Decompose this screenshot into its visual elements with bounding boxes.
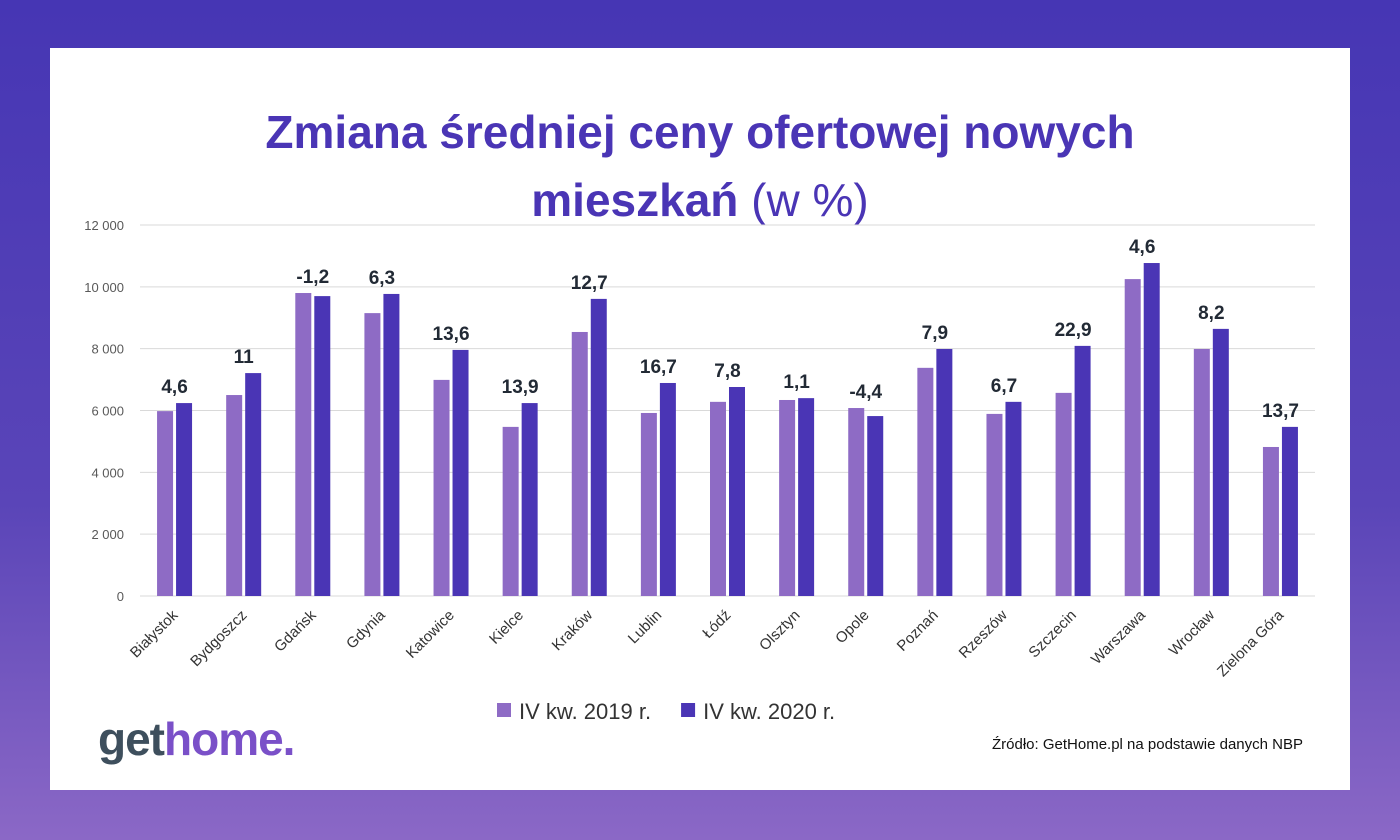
legend-swatch (681, 703, 696, 717)
bar (157, 411, 174, 596)
y-tick-label: 8 000 (91, 342, 124, 357)
legend-label: IV kw. 2020 r. (703, 699, 835, 724)
change-label: -4,4 (849, 382, 882, 403)
bar (1262, 446, 1279, 596)
change-label: 1,1 (783, 372, 810, 393)
legend-swatch (497, 703, 511, 717)
change-label: 4,6 (161, 377, 187, 398)
bar (521, 403, 538, 596)
bar (848, 408, 865, 596)
x-tick-label: Opole (832, 607, 872, 647)
x-tick-label: Katowice (403, 607, 458, 662)
change-label: 11 (234, 347, 255, 368)
bar (245, 373, 262, 596)
bar (1055, 392, 1072, 596)
x-tick-label: Poznań (894, 607, 942, 655)
bar (1074, 345, 1091, 596)
change-label: 7,9 (922, 323, 948, 344)
change-label: 7,8 (714, 361, 740, 382)
bar (1193, 348, 1210, 596)
bar (1212, 328, 1229, 596)
bar (1124, 279, 1141, 596)
x-tick-label: Szczecin (1025, 607, 1079, 661)
bar (729, 387, 745, 596)
bar (383, 293, 400, 596)
bar (364, 313, 381, 596)
change-label: 4,6 (1129, 237, 1155, 258)
bar (986, 413, 1003, 596)
change-label: 13,6 (433, 324, 470, 345)
change-label: 12,7 (571, 273, 608, 294)
x-tick-label: Gdynia (343, 606, 389, 652)
bar (1281, 426, 1298, 596)
bar (867, 416, 884, 596)
x-tick-label: Kielce (486, 607, 527, 648)
change-label: 8,2 (1198, 303, 1224, 324)
bar (798, 398, 815, 596)
chart-title: Zmiana średniej ceny ofertowej nowych mi… (0, 98, 1400, 234)
logo: gethome. (98, 712, 295, 766)
x-tick-label: Lublin (625, 607, 665, 647)
x-tick-label: Kraków (549, 607, 597, 655)
x-tick-label: Bydgoszcz (187, 607, 250, 670)
x-tick-label: Olsztyn (756, 607, 803, 654)
bar (571, 331, 588, 596)
y-tick-label: 10 000 (84, 280, 124, 295)
bar (1005, 401, 1022, 596)
bar (659, 382, 676, 596)
source: Źródło: GetHome.pl na podstawie danych N… (992, 736, 1303, 753)
change-label: -1,2 (296, 267, 329, 288)
x-tick-label: Gdańsk (271, 606, 320, 655)
bar (295, 293, 312, 596)
bar (176, 403, 193, 596)
change-label: 6,7 (991, 376, 1017, 397)
x-tick-label: Białystok (127, 606, 182, 661)
title-unit: (w %) (751, 174, 869, 226)
bar (226, 395, 243, 596)
change-label: 13,7 (1262, 401, 1299, 422)
y-tick-label: 12 000 (84, 218, 124, 233)
bar (590, 298, 607, 596)
bar (779, 399, 796, 596)
bar (452, 349, 469, 596)
legend-label: IV kw. 2019 r. (519, 699, 651, 724)
change-label: 13,9 (502, 377, 539, 398)
change-label: 16,7 (640, 357, 677, 378)
y-tick-label: 6 000 (91, 404, 124, 419)
x-tick-label: Wrocław (1166, 607, 1219, 660)
bar (917, 367, 934, 596)
y-tick-label: 0 (117, 589, 124, 604)
y-tick-label: 4 000 (91, 465, 124, 480)
x-tick-label: Warszawa (1088, 606, 1150, 668)
bar (433, 379, 450, 596)
x-tick-label: Rzeszów (956, 607, 1011, 662)
y-tick-label: 2 000 (91, 527, 124, 542)
bar (502, 426, 519, 596)
change-label: 22,9 (1055, 320, 1092, 341)
bar (1143, 263, 1160, 596)
x-tick-label: Zielona Góra (1214, 606, 1288, 680)
bar (314, 296, 331, 596)
bar (710, 401, 726, 596)
bar (936, 348, 953, 596)
x-tick-label: Łódź (699, 607, 734, 642)
logo-get: get (98, 713, 165, 765)
logo-home: home. (164, 713, 295, 765)
change-label: 6,3 (369, 268, 395, 289)
bar (640, 412, 657, 596)
title-text: Zmiana średniej ceny ofertowej nowych mi… (265, 106, 1135, 226)
